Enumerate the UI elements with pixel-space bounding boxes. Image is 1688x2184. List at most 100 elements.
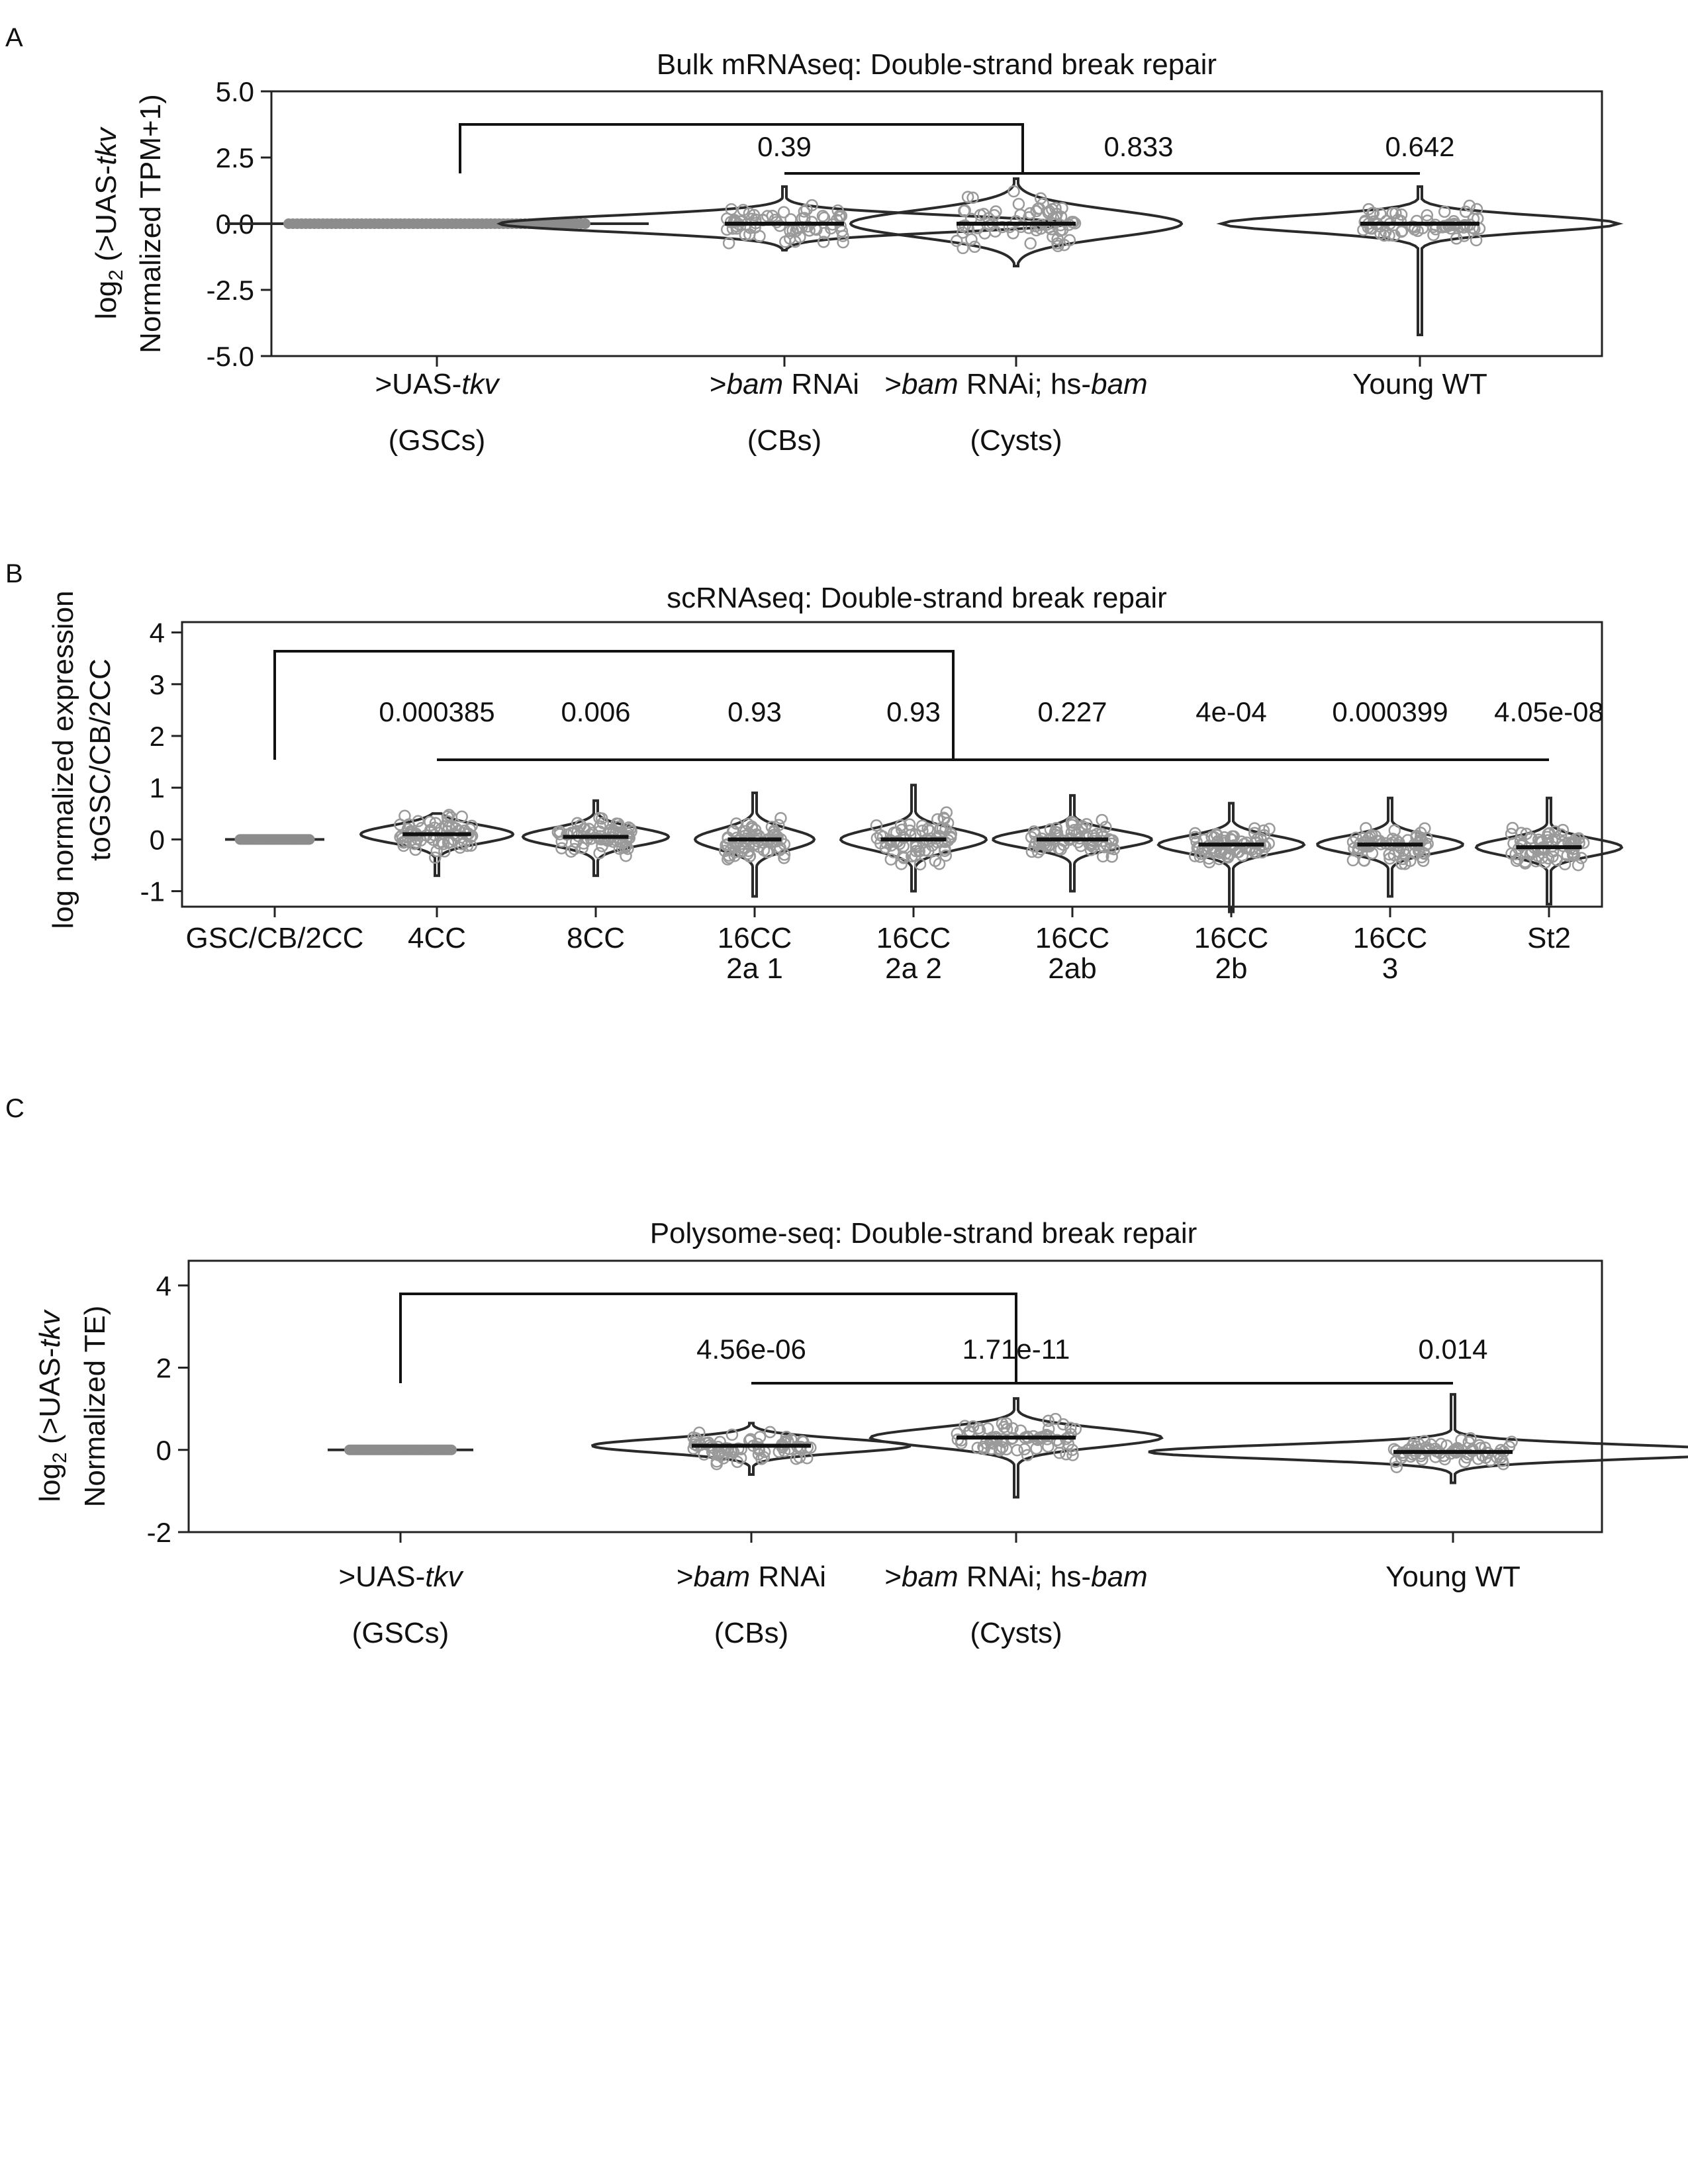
data-point <box>593 846 606 860</box>
data-point <box>966 191 979 205</box>
panel-c-y-ticks: 4 2 0 -2 <box>147 1270 189 1548</box>
panel-c-ylabel-line1: log2 (>UAS-tkv <box>34 1308 71 1502</box>
violin-outline <box>1148 1392 1688 1484</box>
y-tick-label: 2.5 <box>216 142 254 173</box>
violin-outline <box>590 1422 912 1476</box>
y-tick-label: 4 <box>156 1270 171 1301</box>
data-point <box>935 835 948 848</box>
data-point <box>1421 209 1434 222</box>
data-point <box>722 237 735 250</box>
data-point <box>753 1430 767 1443</box>
data-point <box>957 242 969 255</box>
data-point <box>978 227 991 240</box>
data-point <box>895 858 908 870</box>
data-point <box>1367 206 1380 220</box>
data-point <box>731 1455 744 1469</box>
data-point <box>816 210 829 222</box>
panel-c-title: Polysome-seq: Double-strand break repair <box>650 1217 1197 1250</box>
y-tick-label: 2 <box>150 721 165 752</box>
data-point <box>800 1451 814 1465</box>
x-category-label: 16CC <box>718 922 792 954</box>
data-point <box>1248 822 1261 835</box>
x-category-label: 16CC <box>1194 922 1269 954</box>
x-category-label: >bam RNAi; hs-bam <box>884 1561 1147 1593</box>
x-category-label: >bam RNAi <box>710 368 859 400</box>
data-point <box>568 842 581 856</box>
data-point <box>1207 841 1220 854</box>
data-point <box>1189 831 1201 844</box>
data-point <box>1387 1443 1401 1455</box>
panel-c-significance-bracket <box>399 1293 1453 1385</box>
data-point <box>1418 847 1430 860</box>
data-point <box>919 844 931 857</box>
violin-outline <box>1216 185 1624 336</box>
data-point <box>718 844 731 858</box>
data-point <box>735 845 748 858</box>
data-point <box>1575 852 1588 864</box>
data-point <box>958 205 970 217</box>
data-point <box>777 206 790 218</box>
y-tick-label: 3 <box>150 669 165 700</box>
data-point <box>1040 1428 1053 1441</box>
data-point <box>939 849 953 862</box>
data-point <box>972 1422 985 1435</box>
data-point <box>1211 829 1223 842</box>
data-point <box>1463 199 1476 212</box>
x-category-label: >UAS-tkv <box>375 368 500 400</box>
x-category-label: 16CC <box>1035 922 1110 954</box>
data-point <box>817 236 830 248</box>
x-category-sublabel: (GSCs) <box>352 1617 449 1649</box>
x-category-label: St2 <box>1527 922 1571 954</box>
panel-b-ylabel-line1: log normalized expression <box>47 590 79 929</box>
data-point <box>1423 1442 1436 1455</box>
data-point <box>598 833 610 846</box>
panel-c-violins <box>328 1392 1688 1499</box>
p-value-label: 0.39 <box>757 131 812 162</box>
data-point <box>1470 203 1483 216</box>
data-point <box>896 850 910 863</box>
y-tick-label: -2 <box>147 1517 171 1548</box>
data-point <box>1383 229 1395 242</box>
data-point <box>1042 1414 1055 1428</box>
data-point <box>929 854 942 868</box>
data-point <box>443 809 455 821</box>
violin-outline <box>359 812 515 878</box>
y-tick-label: -5.0 <box>207 341 254 372</box>
data-point <box>1190 835 1203 848</box>
data-point <box>1051 233 1064 246</box>
data-point <box>1352 841 1365 854</box>
data-point <box>1459 205 1472 218</box>
x-category-sublabel: (CBs) <box>747 424 821 457</box>
data-point <box>1087 841 1100 854</box>
panel-b-y-ticks: 4 3 2 1 0 -1 <box>140 617 182 907</box>
y-tick-label: 2 <box>156 1353 171 1384</box>
data-point <box>897 831 910 844</box>
data-point <box>1397 852 1409 866</box>
data-point <box>698 1448 710 1461</box>
data-point <box>904 824 916 837</box>
data-point <box>784 232 796 245</box>
data-point <box>429 851 442 864</box>
data-point <box>1248 846 1261 859</box>
violin-outline <box>849 177 1184 267</box>
panel-a-title: Bulk mRNAseq: Double-strand break repair <box>657 48 1217 81</box>
data-point <box>1189 827 1201 840</box>
data-point <box>455 810 468 823</box>
x-category-label: >UAS-tkv <box>338 1561 464 1593</box>
data-point <box>1248 827 1261 840</box>
data-point <box>1389 206 1402 220</box>
data-point <box>757 844 771 856</box>
data-point <box>774 811 787 825</box>
data-point <box>765 821 778 833</box>
data-point <box>687 1431 700 1444</box>
data-point <box>974 208 987 222</box>
data-point <box>1346 854 1360 867</box>
data-point <box>1409 846 1421 860</box>
violin-outline <box>1156 801 1306 913</box>
data-point <box>1470 234 1483 247</box>
data-point <box>1577 837 1590 849</box>
panel-b-plot-frame <box>181 621 1603 908</box>
x-category-sublabel: 2b <box>1215 952 1248 985</box>
x-category-label: 16CC <box>1353 922 1428 954</box>
panel-letter-c: C <box>5 1094 24 1123</box>
